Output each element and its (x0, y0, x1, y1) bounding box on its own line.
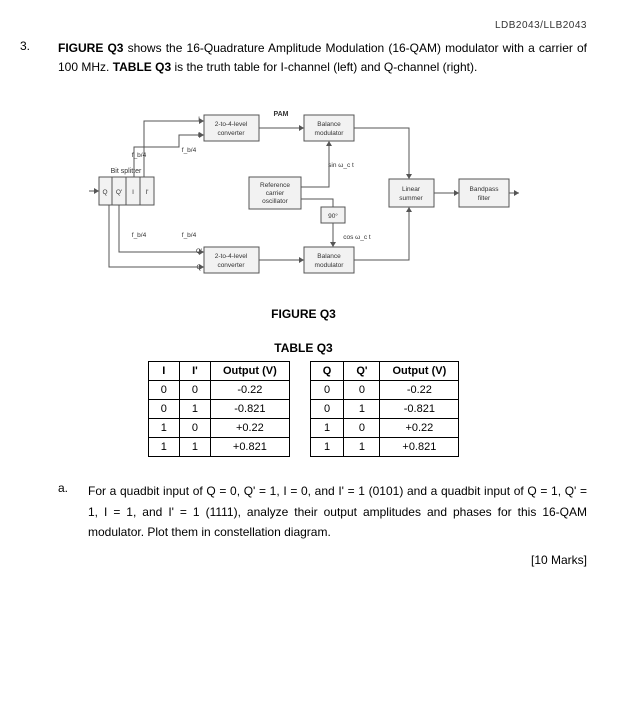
table-caption: TABLE Q3 (20, 341, 587, 355)
table-header: I (148, 362, 179, 381)
subq-label: a. (58, 481, 88, 542)
svg-text:converter: converter (217, 130, 245, 137)
svg-text:f_b/4: f_b/4 (131, 152, 146, 159)
svg-text:I': I' (145, 189, 148, 196)
table-cell: 0 (179, 381, 210, 400)
table-cell: -0.22 (380, 381, 459, 400)
svg-text:Q': Q' (115, 189, 121, 196)
svg-text:Linear: Linear (401, 186, 420, 193)
svg-text:Balance: Balance (317, 121, 341, 128)
table-cell: 0 (148, 400, 179, 419)
table-cell: 1 (179, 438, 210, 457)
svg-text:2-to-4-level: 2-to-4-level (214, 121, 247, 128)
table-row: 11+0.821 (310, 438, 459, 457)
svg-text:Balance: Balance (317, 253, 341, 260)
svg-text:summer: summer (399, 195, 423, 202)
marks: [10 Marks] (20, 553, 587, 567)
svg-text:modulator: modulator (314, 262, 344, 269)
svg-text:90°: 90° (328, 212, 338, 220)
table-cell: 0 (344, 419, 380, 438)
table-header: I' (179, 362, 210, 381)
question-number: 3. (20, 39, 30, 53)
table-row: 00-0.22 (310, 381, 459, 400)
table-cell: 0 (179, 419, 210, 438)
table-row: 01-0.821 (148, 400, 289, 419)
bit-splitter-label: Bit splitter (110, 168, 141, 175)
truth-tables: II'Output (V) 00-0.2201-0.82110+0.2211+0… (20, 361, 587, 457)
svg-text:modulator: modulator (314, 130, 344, 137)
table-cell: +0.821 (210, 438, 289, 457)
table-cell: +0.821 (380, 438, 459, 457)
svg-text:f_b/4: f_b/4 (131, 232, 146, 239)
table-row: 00-0.22 (148, 381, 289, 400)
figure-caption: FIGURE Q3 (20, 307, 587, 321)
svg-text:f_b/4: f_b/4 (181, 147, 196, 154)
table-cell: 0 (344, 381, 380, 400)
svg-text:2-to-4-level: 2-to-4-level (214, 253, 247, 260)
table-q-channel: QQ'Output (V) 00-0.2201-0.82110+0.2211+0… (310, 361, 460, 457)
table-cell: 1 (344, 438, 380, 457)
table-header: Output (V) (210, 362, 289, 381)
table-i-channel: II'Output (V) 00-0.2201-0.82110+0.2211+0… (148, 361, 290, 457)
table-row: 10+0.22 (310, 419, 459, 438)
table-cell: 1 (310, 419, 344, 438)
svg-text:I: I (132, 189, 134, 196)
table-cell: 0 (148, 381, 179, 400)
svg-text:converter: converter (217, 262, 245, 269)
svg-text:Bandpass: Bandpass (469, 186, 499, 193)
header-code: LDB2043/LLB2043 (20, 20, 587, 31)
table-cell: -0.821 (210, 400, 289, 419)
svg-text:Reference: Reference (260, 182, 290, 189)
table-cell: -0.22 (210, 381, 289, 400)
table-cell: 1 (148, 419, 179, 438)
svg-text:f_b/4: f_b/4 (181, 232, 196, 239)
table-cell: 1 (310, 438, 344, 457)
table-header: Q' (344, 362, 380, 381)
table-header: Q (310, 362, 344, 381)
table-cell: 1 (344, 400, 380, 419)
subq-body: For a quadbit input of Q = 0, Q' = 1, I … (88, 481, 587, 542)
svg-text:carrier: carrier (265, 190, 284, 197)
svg-text:PAM: PAM (273, 111, 288, 118)
table-row: 11+0.821 (148, 438, 289, 457)
svg-text:sin ω_c t: sin ω_c t (328, 162, 354, 169)
svg-text:oscillator: oscillator (262, 198, 288, 205)
svg-text:filter: filter (477, 195, 490, 202)
table-row: 01-0.821 (310, 400, 459, 419)
table-header: Output (V) (380, 362, 459, 381)
question-intro: FIGURE Q3 shows the 16-Quadrature Amplit… (58, 39, 587, 77)
table-cell: +0.22 (210, 419, 289, 438)
table-cell: 1 (179, 400, 210, 419)
table-cell: 1 (148, 438, 179, 457)
table-cell: 0 (310, 400, 344, 419)
table-cell: 0 (310, 381, 344, 400)
svg-text:Q: Q (102, 189, 107, 196)
table-cell: -0.821 (380, 400, 459, 419)
table-row: 10+0.22 (148, 419, 289, 438)
svg-text:cos ω_c t: cos ω_c t (343, 234, 371, 241)
figure-q3-diagram: Bit splitter Q Q' I I' 2-to-4-level conv… (89, 97, 519, 297)
table-cell: +0.22 (380, 419, 459, 438)
